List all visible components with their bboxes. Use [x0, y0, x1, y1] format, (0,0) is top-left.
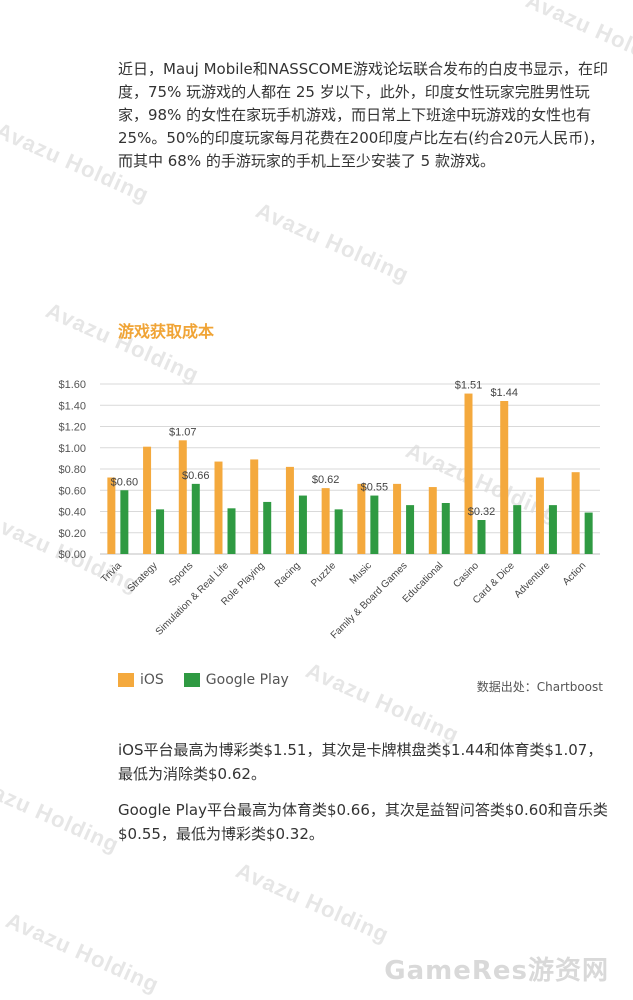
bar-ios — [428, 487, 437, 554]
chart-legend: iOS Google Play — [118, 672, 309, 688]
legend-item-ios: iOS — [118, 672, 164, 688]
ios-summary: iOS平台最高为博彩类$1.51，其次是卡牌棋盘类$1.44和体育类$1.07，… — [118, 741, 603, 783]
data-label: $1.07 — [169, 426, 197, 438]
watermark: Avazu Holding — [232, 857, 394, 948]
bar-google-play — [477, 520, 486, 554]
bar-google-play — [406, 505, 415, 554]
bar-google-play — [120, 490, 129, 554]
bar-ios — [285, 466, 294, 554]
bar-ios — [214, 461, 223, 554]
bar-ios — [535, 477, 544, 554]
bar-ios — [107, 477, 116, 554]
y-tick-label: $0.20 — [58, 528, 86, 540]
y-tick-label: $0.00 — [58, 549, 86, 561]
footer-brand: GameRes游资网 — [384, 956, 609, 986]
bar-chart: $0.00 $0.20 $0.40 $0.60 $0.80 $1.00 $1.20 $1.40… — [58, 379, 600, 641]
bar-google-play — [334, 509, 343, 554]
bar-google-play — [584, 512, 593, 554]
legend-label-google-play: Google Play — [205, 672, 289, 688]
bar-google-play — [298, 495, 307, 554]
bar-ios — [178, 440, 187, 554]
data-source: 数据出处：Chartboost — [476, 680, 603, 694]
x-tick-label: Racing — [273, 560, 303, 590]
y-tick-label: $1.20 — [58, 422, 86, 434]
y-tick-label: $1.00 — [58, 443, 86, 455]
bar-google-play — [191, 483, 200, 554]
bar-ios — [143, 446, 152, 554]
intro-paragraph: 近日，Mauj Mobile和NASSCOME游戏论坛联合发布的白皮书显示，在印… — [118, 60, 609, 170]
y-tick-label: $0.60 — [58, 485, 86, 497]
y-tick-label: $0.80 — [58, 464, 86, 476]
bar-google-play — [548, 505, 557, 554]
bar-google-play — [156, 509, 165, 554]
bar-ios — [393, 483, 402, 554]
watermark: Avazu Holding — [0, 767, 124, 858]
y-tick-label: $0.40 — [58, 507, 86, 519]
bar-google-play — [370, 495, 379, 554]
data-label: $0.32 — [468, 506, 496, 518]
bar-google-play — [441, 503, 450, 554]
bar-ios — [464, 393, 473, 554]
data-label: $1.44 — [490, 387, 518, 399]
legend-swatch-ios — [118, 673, 134, 687]
x-tick-label: Casino — [451, 560, 481, 590]
data-label: $0.55 — [361, 482, 389, 494]
x-tick-label: Puzzle — [309, 560, 338, 589]
watermark: Avazu Holding — [252, 197, 414, 288]
bar-ios — [571, 472, 580, 554]
data-label: $1.51 — [455, 380, 483, 392]
bar-google-play — [513, 505, 522, 554]
watermark: Avazu Holding — [302, 657, 464, 748]
bar-ios — [357, 483, 366, 554]
legend-label-ios: iOS — [140, 672, 164, 688]
x-tick-label: Music — [348, 560, 374, 586]
bar-google-play — [263, 501, 272, 554]
y-tick-label: $1.40 — [58, 400, 86, 412]
bar-ios — [250, 459, 259, 554]
bar-ios — [500, 401, 509, 554]
legend-item-google-play: Google Play — [183, 672, 289, 688]
chart-title: 游戏获取成本 — [118, 322, 215, 341]
legend-swatch-google-play — [183, 673, 200, 687]
y-tick-label: $1.60 — [58, 379, 86, 391]
data-label: $0.62 — [312, 474, 340, 486]
x-tick-label: Action — [561, 560, 588, 587]
watermark: Avazu Holding — [2, 907, 164, 998]
x-tick-label: Sports — [167, 560, 195, 588]
data-label: $0.66 — [182, 470, 210, 482]
bar-ios — [321, 488, 330, 554]
x-tick-label: Adventure — [513, 560, 553, 600]
data-label: $0.60 — [111, 476, 139, 488]
x-tick-label: Strategy — [126, 560, 160, 594]
google-play-summary: Google Play平台最高为体育类$0.66，其次是益智问答类$0.60和音… — [118, 801, 608, 843]
bar-google-play — [227, 508, 236, 554]
x-tick-label: Trivia — [99, 560, 124, 585]
